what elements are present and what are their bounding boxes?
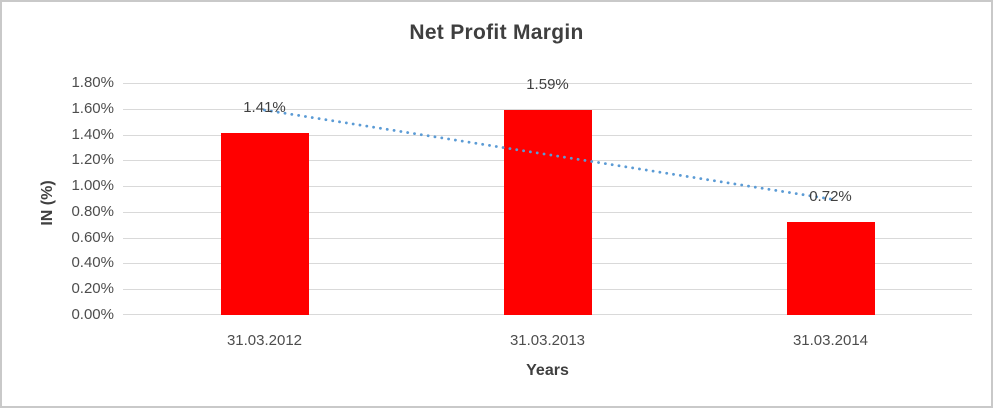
x-tick-label: 31.03.2013 — [509, 332, 586, 349]
y-tick-label: 1.60% — [71, 99, 114, 117]
y-tick-label: 1.80% — [71, 74, 114, 91]
plot-area — [123, 83, 972, 315]
y-tick-label: 1.00% — [71, 177, 114, 195]
x-tick-label: 31.03.2014 — [792, 332, 869, 349]
gridline — [123, 109, 972, 110]
y-tick-label: 0.40% — [71, 254, 114, 272]
gridline — [123, 83, 972, 84]
y-tick-label: 0.20% — [71, 280, 114, 298]
bar-31.03.2014 — [786, 222, 875, 315]
bar-31.03.2012 — [220, 133, 309, 315]
bar-31.03.2013 — [503, 110, 592, 315]
x-tick-label: 31.03.2012 — [226, 332, 303, 349]
data-label: 1.59% — [526, 76, 569, 94]
y-tick-label: 0.00% — [71, 306, 114, 323]
data-label: 0.72% — [809, 188, 852, 206]
x-axis-title: Years — [526, 362, 569, 379]
y-tick-label: 1.20% — [71, 151, 114, 169]
trendline — [263, 108, 832, 201]
chart-title: Net Profit Margin — [409, 21, 584, 44]
data-label: 1.41% — [243, 99, 286, 117]
y-tick-label: 1.40% — [71, 125, 114, 143]
y-tick-label: 0.60% — [71, 228, 114, 246]
y-tick-label: 0.80% — [71, 202, 114, 220]
